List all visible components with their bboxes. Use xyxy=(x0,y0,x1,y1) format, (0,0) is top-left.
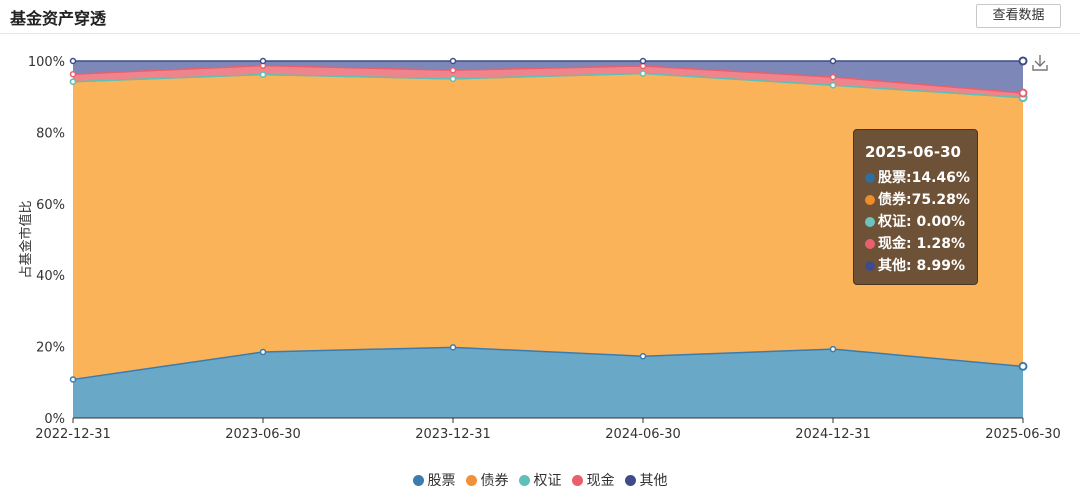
legend-item-1[interactable]: 债券 xyxy=(465,470,509,490)
header-bar: 基金资产穿透 查看数据 xyxy=(0,0,1080,34)
x-tick-label: 2022-12-31 xyxy=(35,427,111,442)
tooltip-row: 债券:75.28% xyxy=(865,189,977,211)
legend-label: 权证 xyxy=(533,473,562,489)
tooltip-label: 权证: xyxy=(878,214,912,230)
legend-label: 其他 xyxy=(639,473,668,489)
x-tick-label: 2025-06-30 xyxy=(985,427,1061,442)
legend-label: 现金 xyxy=(586,473,615,489)
data-point xyxy=(259,348,267,356)
page-title: 基金资产穿透 xyxy=(10,9,107,28)
data-point xyxy=(69,78,77,85)
data-point xyxy=(69,57,77,65)
area-0 xyxy=(73,347,1023,418)
tooltip-row: 权证: 0.00% xyxy=(865,211,977,233)
x-tick-label: 2024-12-31 xyxy=(795,427,871,442)
area-3 xyxy=(73,65,1023,98)
data-point xyxy=(449,57,457,65)
legend-label: 债券 xyxy=(480,473,509,489)
legend-item-4[interactable]: 其他 xyxy=(624,470,668,490)
data-point xyxy=(69,70,77,78)
tooltip-value: 1.28% xyxy=(911,236,966,252)
data-point xyxy=(449,75,457,83)
chart-tooltip: 2025-06-30 股票:14.46% 债券:75.28% 权证: 0.00% 现金… xyxy=(853,129,978,285)
data-point xyxy=(639,70,647,77)
legend-dot xyxy=(624,475,636,486)
legend-dot xyxy=(465,475,477,486)
legend-dot xyxy=(571,475,583,486)
tooltip-row: 其他: 8.99% xyxy=(865,255,977,277)
tooltip-dot xyxy=(865,173,875,183)
series-line-3 xyxy=(72,64,1024,94)
tooltip-value: 0.00% xyxy=(911,214,966,230)
y-tick-label: 40% xyxy=(36,269,65,284)
y-tick-label: 100% xyxy=(28,55,65,70)
tooltip-row: 现金: 1.28% xyxy=(865,233,977,255)
tooltip-value: 8.99% xyxy=(911,258,966,274)
area-1 xyxy=(73,73,1023,380)
data-point xyxy=(829,345,837,353)
data-point xyxy=(639,57,647,65)
y-tick-label: 0% xyxy=(44,412,65,427)
chart-area: 0% 20% 40% 60% 80% 100% 2022-12-31 2023-06-30 20… xyxy=(18,55,1061,442)
x-tick-label: 2024-06-30 xyxy=(605,427,681,442)
legend-item-2[interactable]: 权证 xyxy=(518,470,562,490)
data-point xyxy=(1018,88,1028,98)
tooltip-dot xyxy=(865,195,875,205)
view-data-button[interactable]: 查看数据 xyxy=(976,4,1061,28)
tooltip-date: 2025-06-30 xyxy=(865,143,961,161)
tooltip-row: 股票:14.46% xyxy=(865,167,977,189)
data-point xyxy=(259,71,267,78)
data-point xyxy=(829,57,837,65)
data-point xyxy=(1018,361,1028,371)
tooltip-value: 75.28% xyxy=(911,192,970,208)
tooltip-value: 14.46% xyxy=(911,170,970,186)
chart-legend: 股票 债券 权证 现金 其他 xyxy=(0,470,1080,490)
tooltip-dot xyxy=(865,239,875,249)
series-line-0 xyxy=(72,346,1024,381)
area-4 xyxy=(73,60,1023,94)
data-point xyxy=(449,344,457,351)
tooltip-label: 现金: xyxy=(878,236,912,252)
tooltip-label: 其他: xyxy=(878,258,912,274)
y-tick-label: 80% xyxy=(36,126,65,141)
tooltip-dot xyxy=(865,261,875,271)
legend-dot xyxy=(518,475,530,486)
data-point xyxy=(1018,56,1028,66)
legend-label: 股票 xyxy=(427,473,456,489)
series-line-2 xyxy=(72,72,1024,99)
y-axis-label: 占基金市值比 xyxy=(18,200,34,278)
data-point xyxy=(449,67,457,74)
y-tick-label: 60% xyxy=(36,198,65,213)
data-point xyxy=(829,82,837,89)
tooltip-dot xyxy=(865,217,875,227)
data-point xyxy=(69,376,77,383)
data-point xyxy=(259,57,267,65)
x-tick-label: 2023-12-31 xyxy=(415,427,491,442)
download-icon[interactable] xyxy=(1032,55,1048,71)
data-point xyxy=(829,73,837,81)
tooltip-label: 债券: xyxy=(878,192,912,208)
data-point xyxy=(639,352,647,360)
y-tick-label: 20% xyxy=(36,341,65,356)
x-tick-label: 2023-06-30 xyxy=(225,427,301,442)
tooltip-label: 股票: xyxy=(878,170,912,186)
legend-dot xyxy=(412,475,424,486)
legend-item-0[interactable]: 股票 xyxy=(412,470,456,490)
legend-item-3[interactable]: 现金 xyxy=(571,470,615,490)
